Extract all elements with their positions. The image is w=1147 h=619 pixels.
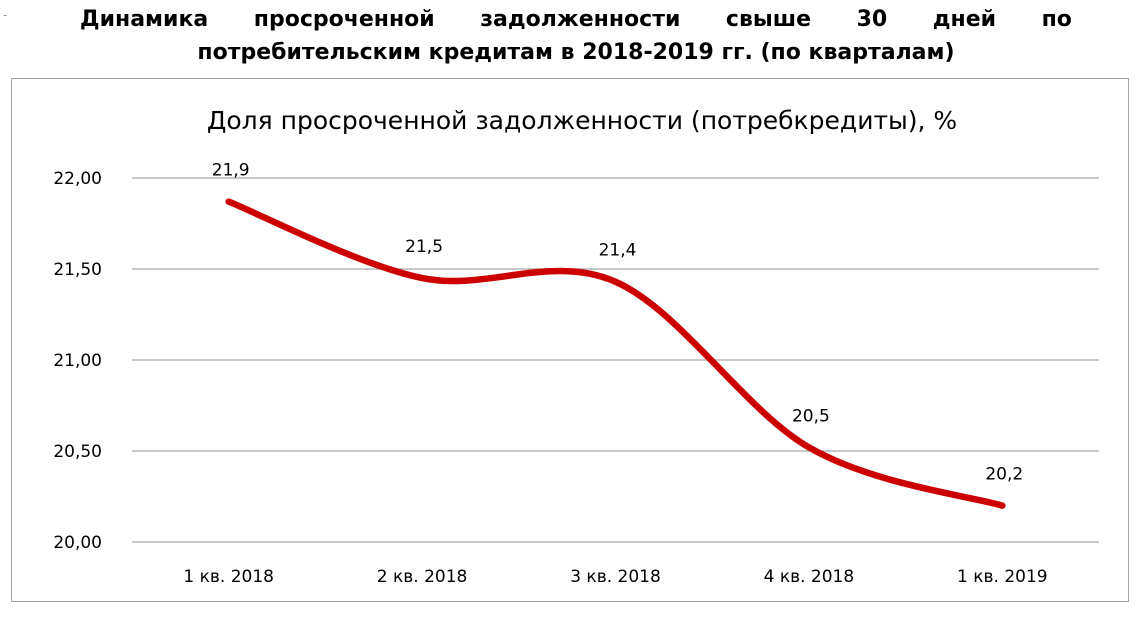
heading-line-1: Динамика просроченной задолженности свыше 30…	[80, 3, 1072, 36]
data-label: 21,9	[212, 161, 250, 181]
data-label: 20,2	[985, 465, 1023, 485]
data-label: 21,4	[599, 241, 637, 261]
x-tick-label: 4 кв. 2018	[764, 567, 855, 587]
page-heading: Динамика просроченной задолженности свыше 30…	[80, 3, 1072, 69]
data-label: 20,5	[792, 406, 830, 426]
series	[225, 198, 1006, 509]
chart-title: Доля просроченной задолженности (потребк…	[207, 106, 957, 135]
data-labels: 21,9 21,5 21,4 20,5 20,2	[212, 161, 1023, 485]
data-label: 21,5	[405, 237, 443, 257]
list-marker: -	[3, 8, 8, 22]
y-axis-ticks: 20,00 20,50 21,00 21,50 22,00	[53, 169, 102, 553]
heading-line-2: потребительским кредитам в 2018-2019 гг.…	[197, 40, 955, 65]
y-tick-label: 21,50	[53, 260, 102, 280]
heading-word: по	[1041, 7, 1072, 32]
x-tick-label: 3 кв. 2018	[570, 567, 661, 587]
heading-word: Динамика	[80, 7, 209, 32]
heading-word: задолженности	[480, 7, 681, 32]
y-tick-label: 20,00	[53, 533, 102, 553]
line-chart: Доля просроченной задолженности (потребк…	[53, 106, 1099, 587]
x-tick-label: 2 кв. 2018	[377, 567, 468, 587]
y-tick-label: 21,00	[53, 351, 102, 371]
heading-word: свыше	[725, 7, 812, 32]
series-line	[225, 198, 1006, 509]
x-axis-ticks: 1 кв. 2018 2 кв. 2018 3 кв. 2018 4 кв. 2018…	[183, 567, 1047, 587]
gridlines	[132, 177, 1099, 543]
x-tick-label: 1 кв. 2019	[957, 567, 1048, 587]
y-tick-label: 20,50	[53, 442, 102, 462]
heading-word: 30	[856, 7, 888, 32]
heading-word: просроченной	[253, 7, 435, 32]
chart-frame: Доля просроченной задолженности (потребк…	[11, 78, 1129, 602]
x-tick-label: 1 кв. 2018	[183, 567, 274, 587]
y-tick-label: 22,00	[53, 169, 102, 189]
heading-word: дней	[932, 7, 997, 32]
